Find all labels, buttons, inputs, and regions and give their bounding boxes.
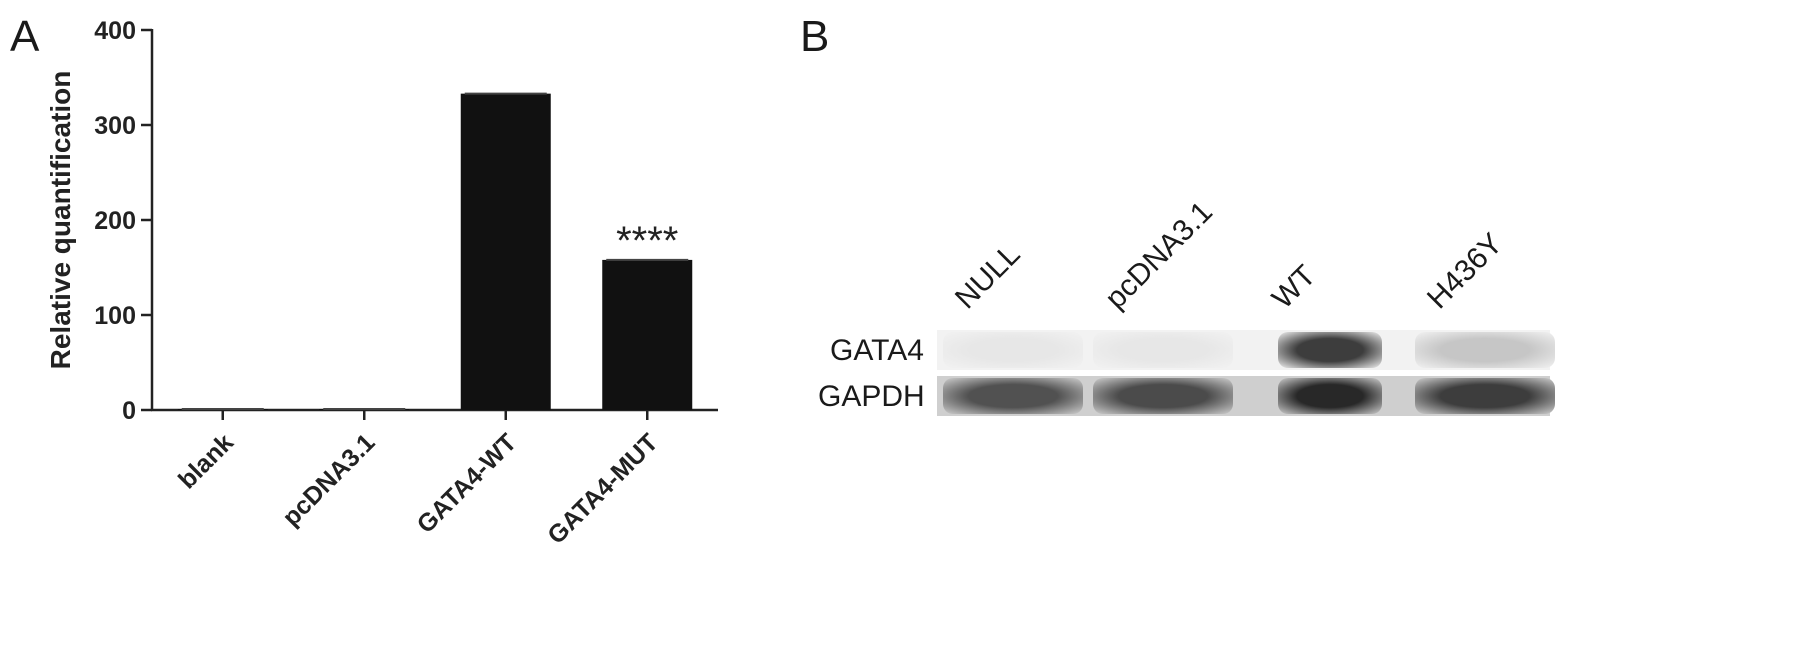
y-tick-label: 200 [94,207,136,235]
significance-annotation: **** [616,219,678,263]
row-label: GAPDH [818,380,925,413]
lane-label: NULL [948,237,1027,316]
lane-label: H436Y [1420,227,1510,316]
y-tick-label: 0 [122,397,136,425]
lane-label: pcDNA3.1 [1098,195,1219,316]
panel-b-label: B [800,12,830,61]
bar-GATA4-MUT [602,259,693,410]
lane-label: WT [1265,258,1323,316]
blot-band [1093,378,1233,414]
panel-a-label: A [10,12,40,61]
blot-band [1093,332,1233,368]
y-tick-label: 100 [94,302,136,330]
blot-band [1415,378,1555,414]
x-tick-label: GATA4-WT [412,428,522,538]
blot-band [943,332,1083,368]
blot-band [1278,378,1382,414]
x-tick-label: pcDNA3.1 [277,428,380,531]
blot-band [943,378,1083,414]
bar-GATA4-WT [460,93,551,411]
x-tick-label: blank [173,428,239,494]
blot-band [1415,332,1555,368]
y-axis-title: Relative quantification [45,71,76,370]
y-tick-label: 300 [94,112,136,140]
row-label: GATA4 [830,334,924,367]
blot-band [1278,332,1382,368]
bar-chart: 0 100 200 300 400 Relative quantification blan… [45,17,718,550]
x-tick-label: GATA4-MUT [542,428,663,549]
y-tick-label: 400 [94,17,136,45]
